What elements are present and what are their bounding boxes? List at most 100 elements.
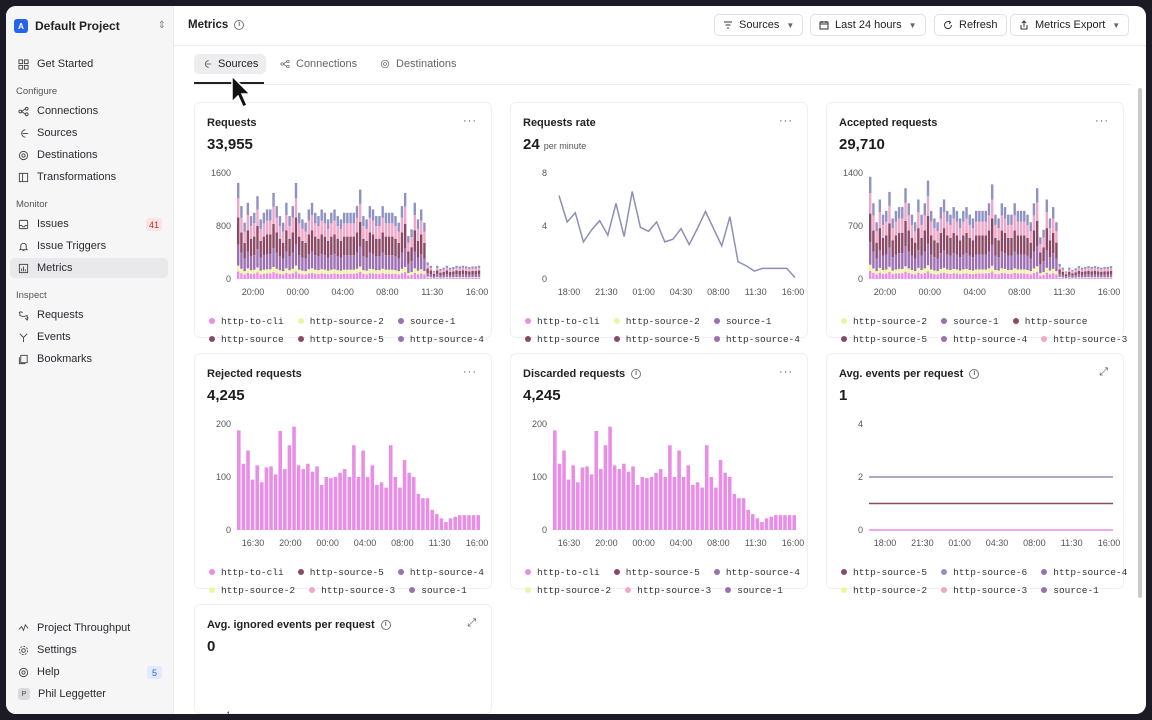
legend-item[interactable]: http-source-2 xyxy=(841,582,927,600)
legend-item[interactable]: http-source-3 xyxy=(309,582,395,600)
more-icon[interactable]: ··· xyxy=(463,366,477,378)
legend-item[interactable]: http-source xyxy=(209,331,284,349)
bar-segment xyxy=(240,252,243,269)
legend-item[interactable]: http-source-5 xyxy=(841,331,927,349)
user-menu[interactable]: P Phil Leggetter xyxy=(10,684,168,704)
bar xyxy=(658,469,663,530)
legend-item[interactable]: http-source-4 xyxy=(397,331,484,349)
bar-segment xyxy=(458,268,461,271)
sources-filter-button[interactable]: Sources ▼ xyxy=(714,14,804,36)
bar-segment xyxy=(304,222,307,232)
legend-item[interactable]: source-1 xyxy=(941,313,999,331)
more-icon[interactable]: ··· xyxy=(779,366,793,378)
project-switcher[interactable]: A Default Project ⇕ xyxy=(14,16,166,36)
expand-icon[interactable]: ⤢ xyxy=(1099,366,1109,378)
legend-item[interactable]: http-source-5 xyxy=(297,564,384,582)
legend-item[interactable]: source-1 xyxy=(725,582,783,600)
bar-segment xyxy=(891,218,894,229)
legend-item[interactable]: http-to-cli xyxy=(209,313,284,331)
legend-item[interactable]: http-to-cli xyxy=(525,313,600,331)
sidebar-item-help[interactable]: Help 5 xyxy=(10,662,168,682)
bar-segment xyxy=(881,224,885,238)
sidebar-item-get-started[interactable]: Get Started xyxy=(10,54,168,74)
sidebar-item-destinations[interactable]: Destinations xyxy=(10,145,168,165)
info-icon[interactable]: i xyxy=(380,620,391,631)
bar-segment xyxy=(875,274,878,279)
bar-segment xyxy=(984,235,987,255)
bar-segment xyxy=(1090,278,1093,279)
legend-item[interactable]: http-source-3 xyxy=(625,582,711,600)
legend-item[interactable]: http-source-2 xyxy=(297,313,384,331)
tab-destinations[interactable]: Destinations xyxy=(372,54,465,74)
metrics-export-button[interactable]: Metrics Export ▼ xyxy=(1010,14,1130,36)
legend-item[interactable]: source-1 xyxy=(409,582,467,600)
project-name: Default Project xyxy=(35,19,120,33)
bar-segment xyxy=(1029,258,1032,272)
legend-item[interactable]: http-source-4 xyxy=(1041,564,1127,582)
sidebar-item-settings[interactable]: Settings xyxy=(10,640,168,660)
sidebar-item-requests[interactable]: Requests xyxy=(10,305,168,325)
sidebar-item-bookmarks[interactable]: Bookmarks xyxy=(10,349,168,369)
legend-item[interactable]: http-source-5 xyxy=(613,331,700,349)
legend-item[interactable]: http-source-2 xyxy=(209,582,295,600)
bar-segment xyxy=(455,265,458,268)
sidebar-item-sources[interactable]: Sources xyxy=(10,123,168,143)
bar-segment xyxy=(1007,269,1010,274)
sidebar-item-events[interactable]: Events xyxy=(10,327,168,347)
scrollbar[interactable] xyxy=(1138,88,1142,598)
sidebar-item-metrics[interactable]: Metrics xyxy=(10,258,168,278)
legend-item[interactable]: http-source xyxy=(525,331,600,349)
refresh-button[interactable]: Refresh xyxy=(934,14,1007,36)
legend-item[interactable]: http-source-3 xyxy=(1041,331,1127,349)
bar xyxy=(589,474,594,530)
legend-item[interactable]: http-source-5 xyxy=(841,564,927,582)
sidebar-item-connections[interactable]: Connections xyxy=(10,101,168,121)
more-icon[interactable]: ··· xyxy=(779,115,793,127)
bar-segment xyxy=(878,228,882,251)
bar-segment xyxy=(1074,275,1077,278)
legend-item[interactable]: http-source xyxy=(1012,313,1087,331)
bar-segment xyxy=(378,273,381,279)
time-range-button[interactable]: Last 24 hours ▼ xyxy=(810,14,926,36)
legend-item[interactable]: http-source-4 xyxy=(397,564,484,582)
sidebar-item-project-throughput[interactable]: Project Throughput xyxy=(10,618,168,638)
legend-dot xyxy=(713,569,720,576)
bar-segment xyxy=(320,273,323,279)
bar-segment xyxy=(416,240,420,258)
legend-item[interactable]: source-1 xyxy=(397,313,455,331)
legend-item[interactable]: http-source-4 xyxy=(713,564,800,582)
info-icon[interactable]: i xyxy=(631,369,642,380)
bar-segment xyxy=(317,216,320,227)
info-icon[interactable]: i xyxy=(234,19,245,30)
more-icon[interactable]: ··· xyxy=(1095,115,1109,127)
sidebar-item-issue-triggers[interactable]: Issue Triggers xyxy=(10,236,168,256)
legend-item[interactable]: http-source-3 xyxy=(941,582,1027,600)
legend-item[interactable]: source-1 xyxy=(1041,582,1099,600)
sidebar-item-issues[interactable]: Issues 41 xyxy=(10,214,168,234)
legend-item[interactable]: http-source-4 xyxy=(713,331,800,349)
tab-sources[interactable]: Sources xyxy=(194,54,267,74)
legend-item[interactable]: http-source-4 xyxy=(941,331,1027,349)
bar-segment xyxy=(342,255,346,270)
legend-item[interactable]: http-source-2 xyxy=(841,313,927,331)
legend-item[interactable]: http-source-2 xyxy=(613,313,700,331)
legend-item[interactable]: http-source-6 xyxy=(941,564,1027,582)
legend-item[interactable]: http-source-2 xyxy=(525,582,611,600)
more-icon[interactable]: ··· xyxy=(463,115,477,127)
legend-item[interactable]: http-source-5 xyxy=(613,564,700,582)
bar xyxy=(760,522,764,530)
sidebar-item-transformations[interactable]: Transformations xyxy=(10,167,168,187)
legend-item[interactable]: source-1 xyxy=(713,313,771,331)
bar-segment xyxy=(426,273,429,277)
info-icon[interactable]: i xyxy=(969,369,980,380)
bar-segment xyxy=(317,226,320,239)
expand-icon[interactable]: ⤢ xyxy=(467,617,477,629)
bar xyxy=(695,482,700,530)
bar xyxy=(471,515,476,530)
legend-item[interactable]: http-to-cli xyxy=(209,564,284,582)
legend-item[interactable]: http-to-cli xyxy=(525,564,600,582)
bar-segment xyxy=(1084,266,1087,269)
tab-connections[interactable]: Connections xyxy=(272,54,365,74)
legend-item[interactable]: http-source-5 xyxy=(297,331,384,349)
bar-segment xyxy=(1087,268,1090,271)
